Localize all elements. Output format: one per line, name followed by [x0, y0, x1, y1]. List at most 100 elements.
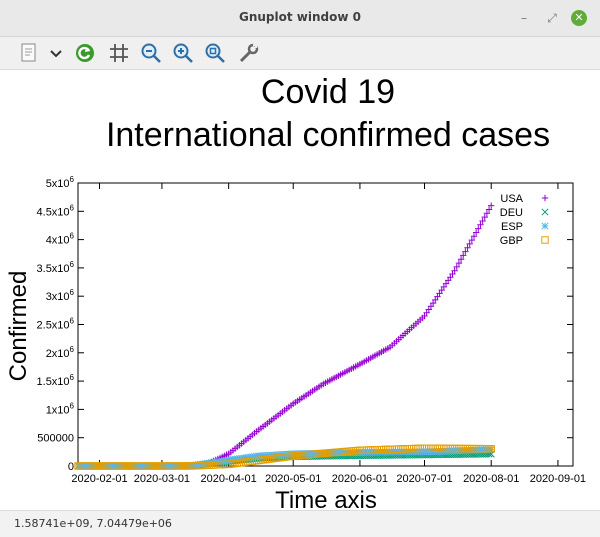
window-titlebar: Gnuplot window 0 – ⤢ ✕: [0, 0, 600, 37]
data-point-usa-glyph: [485, 206, 493, 213]
data-point-gbp-glyph: [487, 445, 495, 453]
data-point-usa-glyph: [421, 312, 428, 320]
data-point-usa-glyph: [475, 225, 482, 232]
data-point-usa: [451, 267, 458, 274]
legend-marker-gbp-glyph: [541, 236, 549, 244]
legend-label-usa: USA: [500, 193, 523, 205]
x-tick-label: 2020-05-01: [265, 473, 321, 485]
data-point-usa: [425, 306, 433, 313]
toolbar: [0, 37, 600, 70]
y-tick-label: 4.5x106: [37, 203, 75, 218]
data-point-usa: [485, 206, 493, 213]
x-axis-label: Time axis: [275, 487, 377, 510]
data-point-usa: [447, 273, 454, 281]
data-point-esp-glyph: [487, 446, 495, 454]
data-point-usa-glyph: [468, 236, 476, 244]
data-point-usa-glyph: [427, 303, 435, 310]
data-point-usa: [479, 217, 486, 225]
data-point-usa-glyph: [481, 213, 488, 221]
zoom-in-icon[interactable]: [171, 41, 195, 65]
cursor-coordinates: 1.58741e+09, 7.04479e+06: [14, 517, 172, 530]
chart-title-line-2: International confirmed cases: [106, 116, 550, 154]
data-point-usa: [462, 248, 469, 255]
x-tick-label: 2020-06-01: [332, 473, 388, 485]
y-tick-label: 3x106: [46, 288, 75, 303]
data-point-usa-glyph: [425, 306, 433, 313]
data-point-usa-glyph: [436, 290, 443, 297]
data-point-usa: [423, 309, 430, 316]
data-point-usa-glyph: [442, 280, 450, 287]
x-tick-label: 2020-07-01: [396, 473, 452, 485]
legend-marker-deu: [541, 208, 549, 216]
data-point-usa: [449, 270, 456, 278]
legend-marker-usa-glyph: [541, 194, 549, 202]
copy-icon[interactable]: [18, 41, 42, 65]
status-bar: 1.58741e+09, 7.04479e+06: [0, 510, 600, 537]
window-title: Gnuplot window 0: [239, 10, 361, 24]
y-tick-label: 3.5x106: [37, 260, 75, 275]
data-point-usa: [464, 244, 471, 251]
data-point-usa-glyph: [449, 270, 456, 278]
data-point-usa: [453, 263, 460, 271]
series-usa: [74, 202, 495, 470]
data-point-usa-glyph: [438, 286, 445, 294]
data-point-usa-glyph: [470, 233, 478, 240]
y-axis-label: Confirmed: [6, 271, 32, 382]
data-point-usa-glyph: [472, 229, 480, 236]
data-point-usa-glyph: [455, 259, 463, 267]
data-point-usa: [432, 296, 439, 304]
data-point-usa: [436, 290, 443, 297]
data-point-usa: [457, 256, 465, 263]
minimize-icon[interactable]: –: [521, 11, 527, 25]
data-point-usa-glyph: [479, 217, 486, 225]
data-point-usa-glyph: [429, 299, 437, 307]
plot-canvas[interactable]: Covid 19 International confirmed cases C…: [6, 70, 594, 510]
grid-icon[interactable]: [107, 41, 131, 65]
x-tick-label: 2020-04-01: [201, 473, 257, 485]
y-tick-label: 2.5x106: [37, 317, 75, 332]
y-tick-label: 1.5x106: [37, 373, 75, 388]
y-tick-label: 4x106: [46, 232, 75, 247]
data-point-usa-glyph: [460, 252, 467, 259]
x-tick-label: 2020-08-01: [463, 473, 519, 485]
data-point-usa: [442, 280, 450, 287]
data-point-usa-glyph: [432, 296, 439, 304]
data-point-usa: [477, 221, 484, 228]
autoscale-icon[interactable]: [203, 41, 227, 65]
data-point-usa-glyph: [457, 256, 465, 263]
plot-border: [77, 182, 574, 467]
data-point-usa: [488, 202, 495, 209]
series-gbp: [74, 444, 495, 470]
data-point-usa: [455, 259, 463, 267]
chart: Covid 19 International confirmed cases C…: [6, 73, 586, 510]
data-point-usa-glyph: [440, 283, 448, 291]
x-tick-label: 2020-02-01: [71, 473, 127, 485]
data-point-usa-glyph: [477, 221, 484, 228]
legend-label-esp: ESP: [501, 221, 523, 233]
data-point-usa-glyph: [453, 263, 460, 271]
data-point-usa-glyph: [466, 240, 473, 248]
data-point-usa-glyph: [464, 244, 471, 251]
settings-icon[interactable]: [237, 41, 261, 65]
data-point-usa-glyph: [451, 267, 458, 274]
data-point-usa: [460, 252, 467, 259]
replot-icon[interactable]: [73, 41, 97, 65]
data-point-usa: [434, 293, 441, 300]
data-point-gbp: [487, 445, 495, 453]
dropdown-icon[interactable]: [48, 41, 64, 65]
data-point-usa: [429, 299, 437, 307]
data-point-usa: [468, 236, 476, 244]
data-point-usa-glyph: [447, 273, 454, 281]
zoom-out-icon[interactable]: [139, 41, 163, 65]
chart-title-line-1: Covid 19: [261, 73, 395, 111]
x-tick-label: 2020-09-01: [530, 473, 586, 485]
legend-marker-gbp: [541, 236, 549, 244]
close-icon[interactable]: ✕: [571, 10, 587, 26]
y-tick-label: 5x106: [46, 175, 75, 190]
data-point-usa: [466, 240, 473, 248]
maximize-icon[interactable]: ⤢: [547, 11, 557, 25]
y-tick-label: 1x106: [46, 401, 75, 416]
data-point-usa-glyph: [462, 248, 469, 255]
legend-marker-esp-glyph: [541, 222, 549, 230]
data-point-usa-glyph: [488, 202, 495, 209]
